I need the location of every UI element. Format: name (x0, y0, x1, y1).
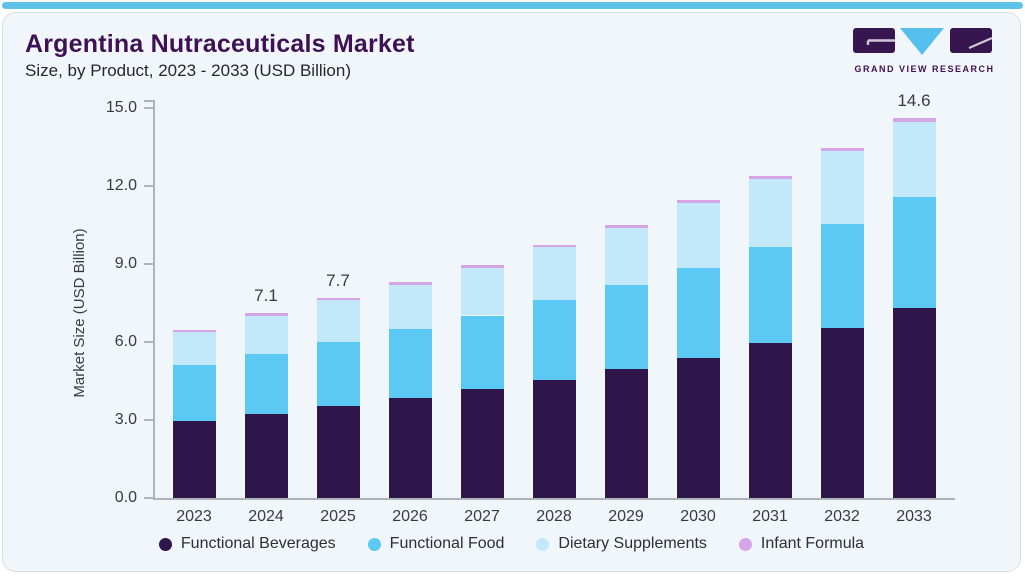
y-tick-mark (144, 185, 153, 187)
bar-segment (244, 313, 288, 316)
bar-segment (316, 405, 360, 498)
bar-segment (748, 179, 792, 248)
bar-segment (244, 413, 288, 498)
bar-segment (244, 316, 288, 354)
bar-value-label: 14.6 (897, 91, 931, 111)
y-tick-mark (144, 497, 153, 499)
logo-brand-text: GRAND VIEW RESEARCH (854, 64, 995, 74)
y-axis-cap-tick (144, 100, 153, 102)
bar-segment (172, 421, 216, 498)
bar-segment (388, 329, 432, 398)
bar-value-label: 7.7 (326, 270, 350, 290)
bar-segment (532, 379, 576, 498)
y-tick-mark (144, 263, 153, 265)
legend-label: Functional Food (389, 535, 505, 552)
bar-segment (676, 267, 720, 358)
plot-area: 0.0 3.0 6.0 9.0 12.0 15.0 2023 2024 2025 2026 2027… (106, 91, 955, 525)
bar-segment (748, 343, 792, 498)
legend-dot-icon (536, 537, 550, 551)
x-tick-label: 2028 (536, 508, 572, 525)
bar-segment (172, 331, 216, 366)
bar-segment (532, 247, 576, 301)
accent-top-bar (2, 2, 1023, 9)
bar-segment (172, 329, 216, 332)
bar-segment (604, 369, 648, 498)
bar-segment (460, 265, 504, 268)
bar-segment (172, 365, 216, 422)
bar-segment (892, 308, 936, 498)
legend-dot-icon (738, 537, 752, 551)
bar-segment (820, 327, 864, 498)
grand-view-research-logo: GRAND VIEW RESEARCH (853, 28, 996, 74)
legend: Functional Beverages Functional Food Dieta… (3, 535, 1020, 553)
bar-segment (316, 300, 360, 342)
y-tick-label: 0.0 (114, 489, 137, 506)
y-tick-label: 12.0 (105, 177, 137, 194)
bar-segment (676, 200, 720, 203)
bar-segment (676, 202, 720, 268)
gvr-logo-icon (853, 28, 993, 55)
bar-segment (460, 315, 504, 389)
chart-card: Argentina Nutraceuticals Market Size, by… (2, 12, 1021, 572)
y-tick-mark (144, 341, 153, 343)
bar-segment (388, 282, 432, 285)
legend-dot-icon (367, 537, 381, 551)
x-tick-label: 2026 (392, 508, 428, 525)
legend-label: Dietary Supplements (558, 535, 707, 552)
x-tick-label: 2023 (176, 508, 212, 525)
y-tick-label: 9.0 (114, 255, 137, 272)
page-subtitle: Size, by Product, 2023 - 2033 (USD Billi… (25, 61, 351, 80)
bar-segment (532, 300, 576, 380)
x-tick-label: 2029 (608, 508, 644, 525)
bar-segment (676, 357, 720, 498)
legend-item: Functional Beverages (158, 535, 336, 553)
y-axis-line-cap (153, 100, 155, 108)
y-axis-title: Market Size (USD Billion) (71, 228, 88, 398)
legend-label: Infant Formula (760, 535, 865, 552)
y-tick-label: 6.0 (114, 333, 137, 350)
legend-item: Dietary Supplements (536, 535, 707, 553)
bar-segment (820, 151, 864, 224)
y-tick-label: 15.0 (105, 99, 137, 116)
x-tick-label: 2030 (680, 508, 716, 525)
x-tick-label: 2027 (464, 508, 500, 525)
y-tick-mark (144, 107, 153, 109)
x-tick-label: 2024 (248, 508, 284, 525)
bar-segment (892, 118, 936, 123)
x-tick-label: 2031 (752, 508, 788, 525)
x-tick-label: 2033 (896, 508, 932, 525)
legend-item: Infant Formula (738, 535, 865, 553)
bar-segment (388, 284, 432, 329)
bar-segment (388, 397, 432, 498)
x-tick-label: 2032 (824, 508, 860, 525)
y-tick-mark (144, 419, 153, 421)
bar-segment (604, 227, 648, 285)
bar-segment (748, 176, 792, 179)
bar-segment (460, 388, 504, 498)
legend-label: Functional Beverages (180, 535, 336, 552)
bar-segment (460, 267, 504, 316)
y-tick-label: 3.0 (114, 411, 137, 428)
bar-segment (820, 148, 864, 152)
bar-segment (892, 196, 936, 309)
bar-segment (748, 247, 792, 344)
bar-segment (316, 297, 360, 301)
bar-segment (532, 244, 576, 248)
bar-segment (316, 342, 360, 406)
legend-item: Functional Food (367, 535, 505, 553)
legend-dot-icon (158, 537, 172, 551)
page-title: Argentina Nutraceuticals Market (25, 30, 415, 58)
bar-segment (892, 122, 936, 197)
bar-segment (244, 353, 288, 414)
bar-value-label: 7.1 (254, 286, 278, 306)
x-tick-label: 2025 (320, 508, 356, 525)
bar-segment (604, 284, 648, 370)
bar-segment (604, 225, 648, 228)
bar-segment (820, 223, 864, 328)
